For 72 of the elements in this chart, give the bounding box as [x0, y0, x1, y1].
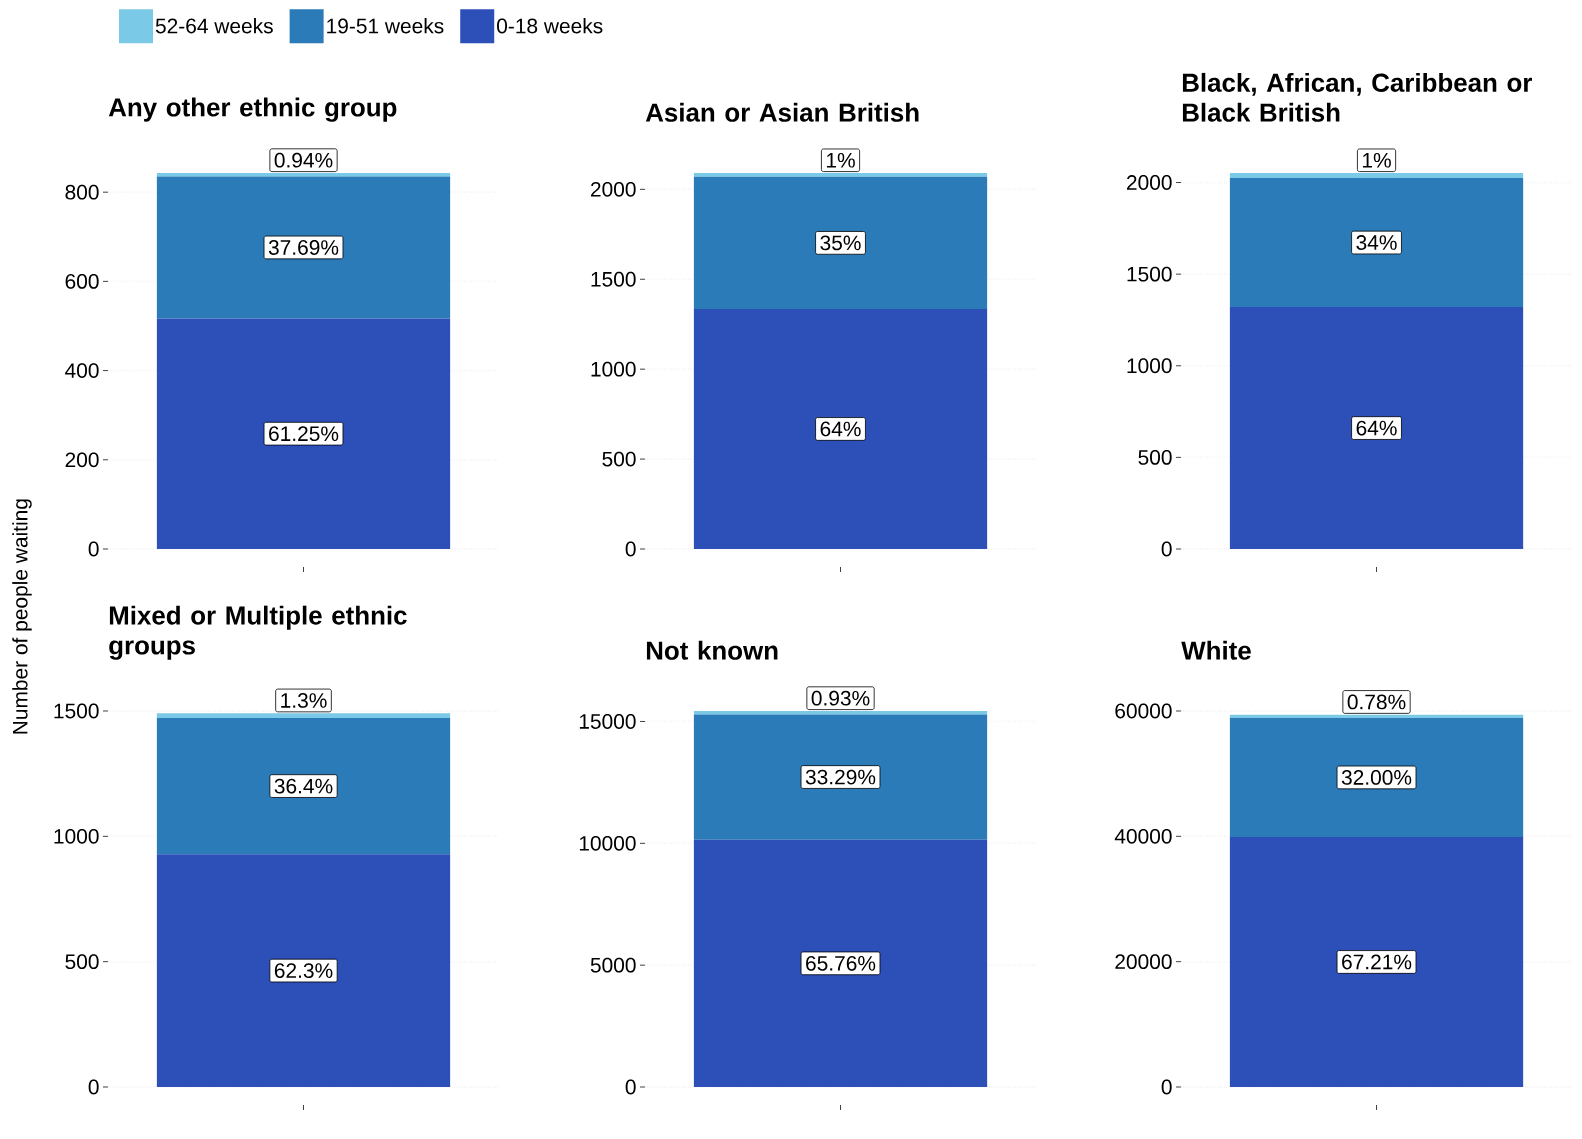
y-tick-label: 800 [65, 184, 99, 200]
y-tick-label: 1500 [1127, 266, 1172, 282]
text: 0.93% [811, 690, 870, 706]
y-tick-label: 500 [602, 451, 636, 467]
y-tick-label: 1500 [54, 703, 99, 719]
y-tick-label: 1500 [591, 271, 636, 287]
bar [693, 714, 988, 840]
y-tick-label: 20000 [1115, 954, 1172, 970]
y-tick-label: 0 [88, 1079, 99, 1095]
annotation: 37.69% [268, 240, 339, 255]
chart-title: Black, African, Caribbean or Black British [1182, 72, 1533, 122]
y-tick-label: 1000 [54, 828, 99, 844]
annotation: 64% [1356, 420, 1397, 436]
legend-label: 19-51 weeks [327, 18, 444, 34]
bar [156, 718, 451, 855]
chart-title: Mixed or Multiple ethnic groups [109, 605, 407, 660]
y-tick-label: 5000 [590, 957, 636, 973]
text: 0.94% [274, 152, 333, 168]
y-tick-label: 0 [1161, 541, 1172, 557]
y-axis-title: Number of people waiting [12, 499, 32, 734]
annotation: 32.00% [1341, 770, 1412, 785]
bar [156, 173, 451, 177]
y-tick-label: 500 [1138, 449, 1172, 465]
bar [156, 318, 451, 549]
legend-label: 52-64 weeks [155, 18, 273, 34]
bar [1229, 307, 1524, 549]
y-tick-label: 500 [65, 954, 99, 970]
bar [1229, 717, 1524, 837]
bar [693, 308, 988, 549]
text: 0.78% [1347, 694, 1406, 710]
y-tick-label: 2000 [1127, 175, 1172, 190]
y-tick-label: 1000 [591, 361, 636, 377]
annotation: 64% [820, 421, 861, 437]
bar [1229, 714, 1524, 718]
y-tick-label: 0 [88, 541, 99, 557]
chart-title: Not known [646, 640, 778, 660]
annotation: 61.25% [269, 426, 339, 442]
y-tick-label: 15000 [579, 714, 636, 729]
annotation: 62.3% [274, 963, 333, 978]
y-tick-label: 40000 [1114, 828, 1172, 844]
annotation: 35% [820, 235, 861, 251]
y-tick-label: 10000 [579, 835, 636, 851]
text: 1.3% [281, 693, 327, 708]
annotation: 36.4% [274, 778, 333, 794]
bar [156, 854, 451, 1087]
y-tick-label: 400 [65, 363, 99, 378]
legend-label: 0-18 weeks [497, 18, 603, 34]
annotation: 67.21% [1342, 954, 1412, 970]
text: 1% [826, 152, 855, 168]
bar [156, 713, 451, 719]
annotation: 34% [1356, 235, 1397, 250]
y-tick-label: 60000 [1115, 703, 1172, 719]
chart-title: White [1181, 640, 1251, 660]
y-tick-label: 0 [1161, 1079, 1172, 1095]
bar [693, 839, 988, 1087]
bar [156, 176, 451, 319]
y-tick-label: 600 [65, 273, 99, 289]
annotation: 65.76% [806, 955, 876, 971]
chart-title: Any other ethnic group [108, 97, 397, 122]
bar [1229, 172, 1524, 178]
y-tick-label: 200 [65, 452, 99, 468]
y-tick-label: 2000 [590, 181, 636, 197]
bar [1229, 177, 1524, 308]
text: 1% [1362, 152, 1391, 168]
y-tick-label: 1000 [1127, 358, 1172, 374]
bar [693, 176, 988, 309]
chart-title: Asian or Asian British [645, 102, 919, 122]
bar [1229, 836, 1524, 1087]
y-tick-label: 0 [625, 1079, 636, 1095]
annotation: 33.29% [805, 769, 876, 785]
y-tick-label: 0 [625, 541, 636, 557]
bar [693, 172, 988, 177]
